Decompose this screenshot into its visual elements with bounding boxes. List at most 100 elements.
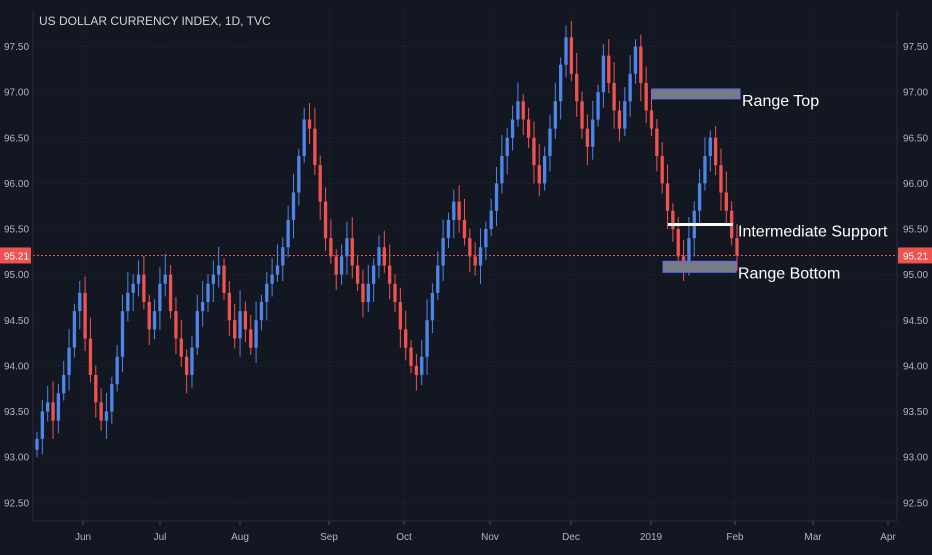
y-tick-label-right: 96.50: [903, 133, 928, 144]
candle-body: [660, 156, 664, 184]
candle-body: [601, 55, 606, 93]
candle-body: [473, 256, 477, 266]
candle: [510, 105, 515, 151]
candle: [254, 301, 258, 364]
candle: [494, 166, 499, 227]
x-tick-label: Apr: [880, 532, 896, 543]
candle-body: [436, 265, 440, 293]
candle-body: [537, 165, 541, 184]
candle-body: [281, 247, 285, 266]
candle: [126, 271, 130, 322]
candle: [110, 376, 114, 425]
candle-body: [580, 101, 584, 129]
candle-body: [361, 283, 365, 302]
candle: [564, 25, 568, 78]
candle: [286, 205, 290, 258]
candle: [259, 294, 264, 331]
candle-body: [307, 119, 312, 129]
candle: [382, 230, 386, 273]
candle-body: [318, 165, 322, 202]
candle: [88, 317, 93, 383]
candle: [655, 119, 659, 172]
y-tick-label-right: 92.50: [903, 498, 928, 509]
candle-body: [227, 292, 232, 321]
candle: [184, 349, 189, 394]
y-tick-label-right: 94.00: [903, 361, 928, 372]
x-tick-label: Jul: [154, 532, 167, 543]
candle: [553, 82, 557, 139]
candle: [366, 265, 370, 313]
candle: [500, 135, 504, 194]
candle-body: [323, 201, 328, 239]
candle: [206, 274, 210, 313]
candle: [575, 52, 579, 117]
y-tick-label-right: 95.00: [903, 270, 928, 281]
candle-body: [275, 265, 280, 275]
y-tick-label-right: 96.00: [903, 179, 928, 190]
candle: [334, 249, 338, 291]
candle: [238, 290, 242, 357]
candle-body: [72, 311, 77, 348]
candle: [398, 287, 403, 348]
candle-body: [115, 356, 119, 385]
candle: [532, 121, 536, 184]
range-bottom-label: Range Bottom: [738, 265, 840, 282]
candle: [580, 91, 584, 139]
candle: [473, 242, 477, 276]
candle: [163, 253, 167, 297]
x-tick-label: Aug: [231, 532, 249, 543]
candle-body: [719, 165, 723, 193]
candle: [452, 189, 456, 239]
candle: [377, 235, 381, 279]
range-bottom-box: [662, 260, 737, 273]
last-price-label-left: 95.21: [4, 251, 29, 262]
candle-body: [468, 238, 472, 257]
candle: [323, 187, 328, 251]
candle: [318, 155, 322, 220]
candle: [329, 219, 333, 264]
x-tick-label: Sep: [320, 532, 338, 543]
candle: [409, 340, 413, 374]
candle-body: [56, 393, 61, 421]
candle-body: [441, 238, 445, 266]
candle-body: [136, 274, 141, 284]
y-tick-label-right: 93.50: [903, 407, 928, 418]
candle-body: [94, 375, 98, 403]
candle-body: [703, 156, 707, 184]
candle: [569, 20, 574, 82]
candle: [612, 62, 616, 129]
candle-body: [67, 347, 71, 375]
candle-body: [500, 156, 504, 184]
candle: [339, 244, 344, 285]
candle: [414, 354, 419, 391]
y-tick-label-left: 94.00: [4, 361, 29, 372]
candle: [40, 399, 44, 455]
candle: [158, 267, 162, 330]
candle: [468, 228, 472, 272]
candle-body: [665, 183, 670, 211]
candle-body: [238, 311, 242, 339]
candle: [307, 103, 312, 145]
candle: [601, 43, 606, 108]
chart-title: US DOLLAR CURRENCY INDEX, 1D, TVC: [39, 14, 271, 28]
candle: [313, 107, 317, 176]
candle-body: [206, 283, 210, 302]
last-price-label-right: 95.21: [903, 251, 928, 262]
candle-body: [617, 110, 622, 129]
candle-body: [350, 238, 354, 266]
y-tick-label-left: 95.00: [4, 270, 29, 281]
candle: [190, 335, 194, 388]
candle: [425, 299, 429, 375]
candle-body: [409, 347, 413, 366]
candle: [633, 39, 638, 84]
candle: [94, 365, 98, 418]
candle-body: [521, 101, 525, 120]
candle-body: [591, 119, 595, 147]
candle: [665, 164, 670, 229]
candle-body: [126, 292, 130, 312]
candle: [559, 57, 563, 120]
candle-body: [575, 73, 579, 102]
y-tick-label-right: 97.50: [903, 42, 928, 53]
